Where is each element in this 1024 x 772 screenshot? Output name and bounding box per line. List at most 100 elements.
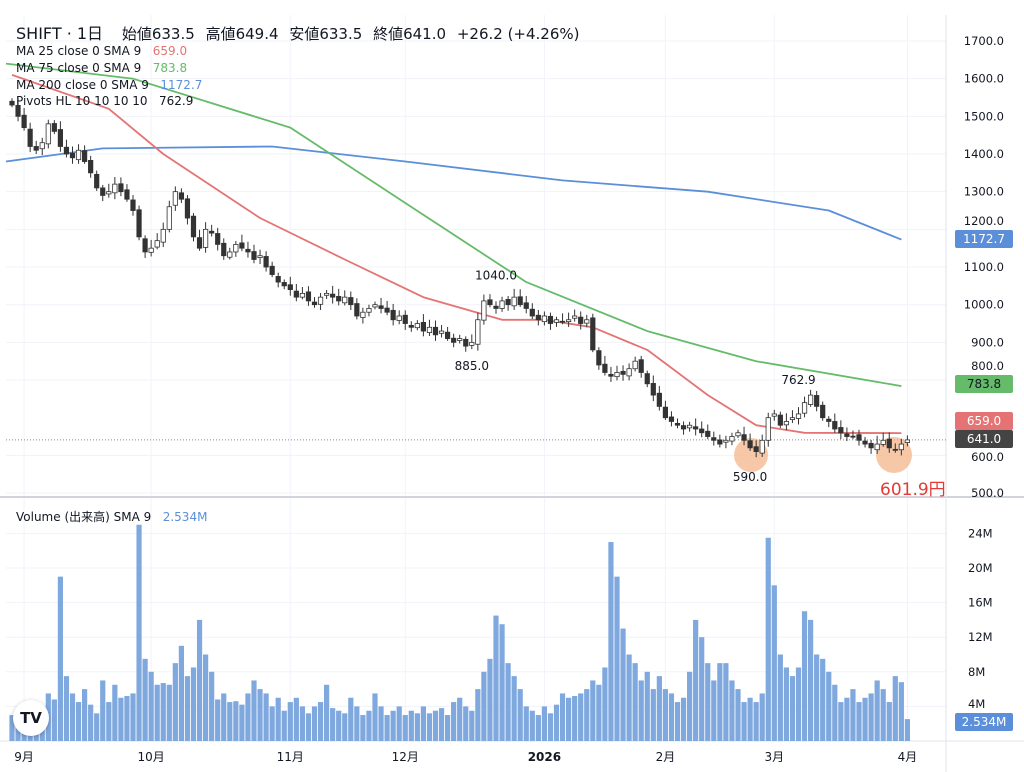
candle-body xyxy=(402,314,408,324)
candle-body xyxy=(523,302,529,309)
indicator-value: 762.9 xyxy=(159,94,194,108)
candle-body xyxy=(874,443,880,451)
high-label: 高値 xyxy=(205,25,236,43)
volume-bar xyxy=(584,689,590,741)
candle-body xyxy=(130,199,136,211)
volume-bar xyxy=(614,576,620,741)
volume-bar xyxy=(451,702,457,741)
candle-body xyxy=(444,331,451,339)
candle-body xyxy=(106,191,112,195)
volume-bar xyxy=(184,676,191,741)
candle-body xyxy=(209,230,215,234)
tradingview-logo[interactable]: TV xyxy=(13,700,49,736)
candle-body xyxy=(469,341,475,346)
time-axis-label: 10月 xyxy=(138,750,165,764)
volume-bar xyxy=(505,663,511,741)
candle-body xyxy=(154,240,160,248)
candle-body xyxy=(789,417,796,420)
volume-bar xyxy=(426,713,433,741)
price-axis-label: 1000.0 xyxy=(964,298,1004,312)
symbol-name[interactable]: SHIFT · 1日 xyxy=(16,24,104,43)
candle-body xyxy=(892,448,898,451)
candle-body xyxy=(160,228,166,243)
indicator-ma200[interactable]: MA 200 close 0 SMA 9 1172.7 xyxy=(16,78,202,92)
volume-bar xyxy=(566,697,572,741)
candle-body xyxy=(245,248,251,253)
candle-body xyxy=(172,191,178,206)
candle-body xyxy=(898,443,904,451)
candle-body xyxy=(801,402,808,414)
price-axis-label: 1500.0 xyxy=(964,109,1004,123)
candle-body xyxy=(366,308,372,313)
volume-bar xyxy=(487,658,493,741)
volume-bar xyxy=(402,715,408,741)
time-axis-label: 12月 xyxy=(392,750,419,764)
candle-body xyxy=(384,307,390,313)
volume-bar xyxy=(408,710,414,741)
candle-body xyxy=(596,350,602,366)
candle-body xyxy=(451,337,457,343)
candle-body xyxy=(396,315,402,321)
price-axis-label: 1200.0 xyxy=(964,214,1004,228)
volume-legend[interactable]: Volume (出来高) SMA 9 2.534M xyxy=(16,508,207,525)
candle-body xyxy=(844,433,850,437)
candle-body xyxy=(584,319,590,324)
time-axis-label: 2月 xyxy=(656,750,676,764)
volume-bar xyxy=(892,676,898,741)
volume-bar xyxy=(608,542,614,741)
candle-body xyxy=(620,370,626,375)
volume-bar xyxy=(251,680,257,741)
candle-body xyxy=(438,330,445,334)
candle-body xyxy=(747,440,753,449)
volume-bar xyxy=(154,684,160,741)
volume-bar xyxy=(324,684,330,741)
volume-bar xyxy=(82,689,88,741)
candle-body xyxy=(257,255,263,259)
volume-bar xyxy=(275,697,281,741)
candle-body xyxy=(9,100,15,106)
pivot-label: 590.0 xyxy=(733,470,767,484)
indicator-pivots[interactable]: Pivots HL 10 10 10 10 762.9 xyxy=(16,94,193,108)
volume-bar xyxy=(190,667,197,741)
candle-body xyxy=(336,296,342,302)
candle-body xyxy=(723,439,729,443)
volume-bar xyxy=(360,715,366,741)
symbol-header: SHIFT · 1日 始値633.5 高値649.4 安値633.5 終値641… xyxy=(16,20,580,44)
candle-body xyxy=(136,209,142,238)
volume-bar xyxy=(438,708,445,741)
ma200-line xyxy=(5,145,902,241)
pivot-label: 1040.0 xyxy=(475,269,517,283)
volume-bar xyxy=(699,637,705,741)
volume-bar xyxy=(620,628,626,741)
indicator-value: 1172.7 xyxy=(160,78,203,92)
volume-bar xyxy=(880,689,886,741)
volume-bar xyxy=(396,706,402,741)
candle-body xyxy=(680,425,687,430)
time-axis-label: 4月 xyxy=(898,750,918,764)
candle-body xyxy=(614,372,620,378)
volume-bar xyxy=(233,701,239,741)
volume-bar xyxy=(57,576,63,741)
candle-body xyxy=(717,439,723,445)
indicator-ma75[interactable]: MA 75 close 0 SMA 9 783.8 xyxy=(16,61,187,75)
volume-bar xyxy=(874,680,880,741)
ma200-price-tag: 1172.7 xyxy=(955,230,1013,248)
indicator-ma25[interactable]: MA 25 close 0 SMA 9 659.0 xyxy=(16,44,187,58)
price-axis-label: 1100.0 xyxy=(964,260,1004,274)
candle-body xyxy=(317,296,324,305)
volume-bar xyxy=(523,706,529,741)
candle-body xyxy=(233,244,239,253)
volume-bar xyxy=(832,684,838,741)
volume-bar xyxy=(741,702,747,741)
ma25-line xyxy=(11,74,902,434)
volume-bar xyxy=(493,615,499,741)
ma75-price-tag: 783.8 xyxy=(955,375,1013,393)
volume-bar xyxy=(868,693,874,741)
candle-body xyxy=(457,338,463,341)
volume-bar xyxy=(904,719,910,741)
price-axis-label: 800.0 xyxy=(971,359,1004,373)
volume-bar xyxy=(239,704,245,741)
volume-legend-value: 2.534M xyxy=(162,510,208,524)
